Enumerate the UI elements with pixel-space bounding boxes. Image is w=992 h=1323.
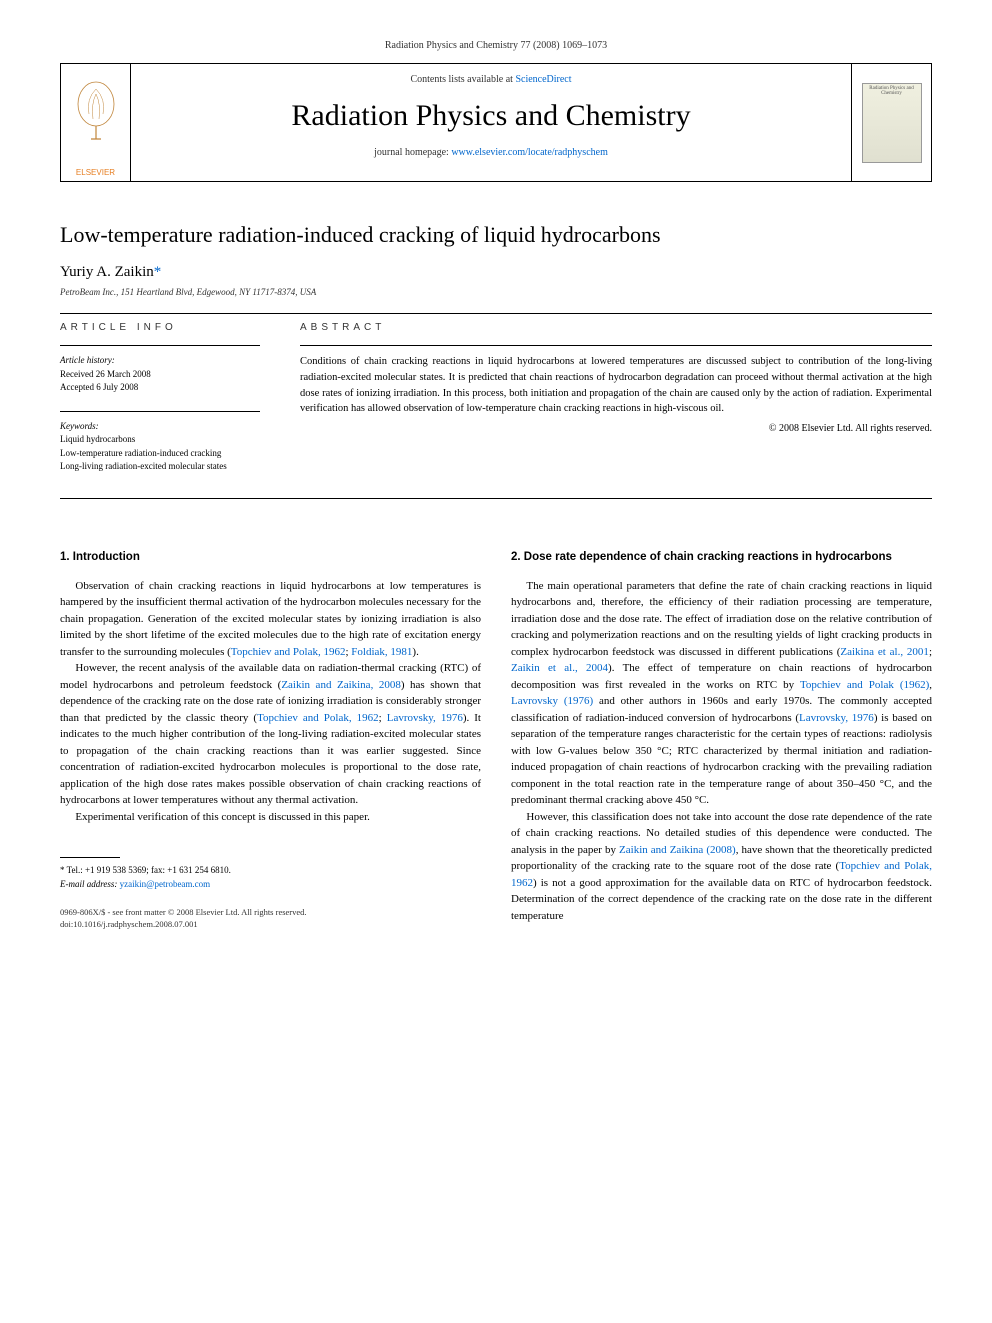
divider: [60, 411, 260, 412]
homepage-link[interactable]: www.elsevier.com/locate/radphyschem: [451, 147, 608, 158]
contents-prefix: Contents lists available at: [410, 74, 515, 85]
journal-header-box: ELSEVIER Contents lists available at Sci…: [60, 63, 932, 182]
footnote-divider: [60, 857, 120, 858]
article-info-label: ARTICLE INFO: [60, 322, 260, 333]
divider: [300, 345, 932, 346]
divider: [60, 345, 260, 346]
abstract-column: ABSTRACT Conditions of chain cracking re…: [300, 322, 932, 490]
citation-link[interactable]: Topchiev and Polak (1962): [800, 679, 929, 691]
citation-link[interactable]: Lavrovsky (1976): [511, 695, 593, 707]
paragraph: Observation of chain cracking reactions …: [60, 578, 481, 661]
keyword: Low-temperature radiation-induced cracki…: [60, 447, 260, 461]
footnote-block: * Tel.: +1 919 538 5369; fax: +1 631 254…: [60, 857, 481, 931]
citation-link[interactable]: Lavrovsky, 1976: [387, 712, 463, 724]
sciencedirect-link[interactable]: ScienceDirect: [515, 74, 571, 85]
homepage-line: journal homepage: www.elsevier.com/locat…: [151, 147, 831, 158]
citation-link[interactable]: Topchiev and Polak, 1962: [257, 712, 379, 724]
keyword: Long-living radiation-excited molecular …: [60, 460, 260, 474]
corresponding-author-mark[interactable]: *: [154, 264, 162, 280]
divider: [60, 498, 932, 499]
received-date: Received 26 March 2008: [60, 368, 260, 382]
journal-cover-cell: Radiation Physics and Chemistry: [851, 64, 931, 181]
keywords-block: Keywords: Liquid hydrocarbons Low-temper…: [60, 420, 260, 474]
keywords-label: Keywords:: [60, 420, 260, 434]
section-1-heading: 1. Introduction: [60, 549, 481, 566]
journal-title: Radiation Physics and Chemistry: [151, 99, 831, 133]
author-line: Yuriy A. Zaikin*: [60, 264, 932, 281]
publisher-label: ELSEVIER: [61, 164, 130, 181]
affiliation: PetroBeam Inc., 151 Heartland Blvd, Edge…: [60, 287, 932, 297]
accepted-date: Accepted 6 July 2008: [60, 381, 260, 395]
paragraph: Experimental verification of this concep…: [60, 809, 481, 826]
info-abstract-row: ARTICLE INFO Article history: Received 2…: [60, 322, 932, 490]
abstract-text: Conditions of chain cracking reactions i…: [300, 354, 932, 417]
journal-cover-thumbnail: Radiation Physics and Chemistry: [862, 83, 922, 163]
author-name: Yuriy A. Zaikin: [60, 264, 154, 280]
issn-line: 0969-806X/$ - see front matter © 2008 El…: [60, 907, 481, 919]
divider: [60, 313, 932, 314]
citation-link[interactable]: Zaikin and Zaikina, 2008: [281, 679, 401, 691]
keyword: Liquid hydrocarbons: [60, 433, 260, 447]
history-label: Article history:: [60, 354, 260, 368]
paragraph: The main operational parameters that def…: [511, 578, 932, 809]
citation-link[interactable]: Zaikina et al., 2001: [840, 646, 929, 658]
body-columns: 1. Introduction Observation of chain cra…: [60, 549, 932, 932]
publisher-logo-cell: ELSEVIER: [61, 64, 131, 181]
email-link[interactable]: yzaikin@petrobeam.com: [120, 879, 211, 889]
article-title: Low-temperature radiation-induced cracki…: [60, 222, 932, 248]
citation-link[interactable]: Zaikin and Zaikina (2008): [619, 844, 736, 856]
abstract-copyright: © 2008 Elsevier Ltd. All rights reserved…: [300, 423, 932, 434]
citation-link[interactable]: Zaikin et al., 2004: [511, 662, 608, 674]
citation-link[interactable]: Lavrovsky, 1976: [799, 712, 874, 724]
body-column-right: 2. Dose rate dependence of chain crackin…: [511, 549, 932, 932]
paragraph: However, the recent analysis of the avai…: [60, 660, 481, 809]
contents-line: Contents lists available at ScienceDirec…: [151, 74, 831, 85]
elsevier-tree-icon: [61, 64, 130, 164]
article-info-column: ARTICLE INFO Article history: Received 2…: [60, 322, 260, 490]
citation-link[interactable]: Foldiak, 1981: [351, 646, 412, 658]
body-column-left: 1. Introduction Observation of chain cra…: [60, 549, 481, 932]
paragraph: However, this classification does not ta…: [511, 809, 932, 925]
article-history: Article history: Received 26 March 2008 …: [60, 354, 260, 395]
journal-reference: Radiation Physics and Chemistry 77 (2008…: [60, 40, 932, 51]
section-2-heading: 2. Dose rate dependence of chain crackin…: [511, 549, 932, 566]
abstract-label: ABSTRACT: [300, 322, 932, 333]
footer-meta: 0969-806X/$ - see front matter © 2008 El…: [60, 907, 481, 931]
citation-link[interactable]: Topchiev and Polak, 1962: [231, 646, 346, 658]
homepage-prefix: journal homepage:: [374, 147, 451, 158]
doi-line: doi:10.1016/j.radphyschem.2008.07.001: [60, 919, 481, 931]
email-line: E-mail address: yzaikin@petrobeam.com: [60, 878, 481, 892]
corresponding-author-footnote: * Tel.: +1 919 538 5369; fax: +1 631 254…: [60, 864, 481, 878]
header-center: Contents lists available at ScienceDirec…: [131, 64, 851, 181]
